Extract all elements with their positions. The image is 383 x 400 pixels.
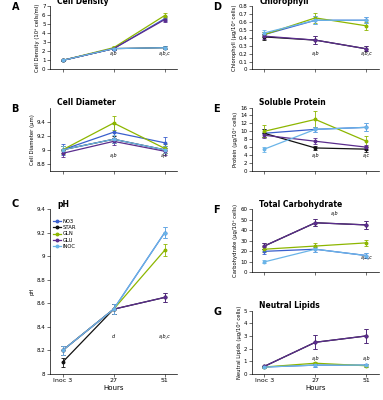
Y-axis label: Protein (μg/10⁶ cells): Protein (μg/10⁶ cells) <box>233 112 238 167</box>
Text: a,b,c: a,b,c <box>159 334 170 339</box>
Y-axis label: Chlorophyll (μg/10⁶ cells): Chlorophyll (μg/10⁶ cells) <box>231 4 237 71</box>
Text: Chlorophyll: Chlorophyll <box>259 0 309 6</box>
Text: d: d <box>112 334 115 339</box>
X-axis label: Hours: Hours <box>103 384 124 390</box>
Y-axis label: Cell Density (10⁶ cells/ml): Cell Density (10⁶ cells/ml) <box>35 4 40 72</box>
Text: E: E <box>213 104 220 114</box>
Text: a,b: a,b <box>331 211 338 216</box>
Legend: NO3, STAR, GLN, GLU, INOC: NO3, STAR, GLN, GLU, INOC <box>52 218 77 250</box>
Text: D: D <box>213 2 221 12</box>
Text: a,b: a,b <box>311 356 319 361</box>
Text: a,c: a,c <box>363 153 370 158</box>
Text: Cell Density: Cell Density <box>57 0 109 6</box>
Text: C: C <box>11 199 19 209</box>
Text: Soluble Protein: Soluble Protein <box>259 98 326 108</box>
Text: pH: pH <box>57 200 69 209</box>
Y-axis label: Neutral Lipids (μg/10⁶ cells): Neutral Lipids (μg/10⁶ cells) <box>237 306 242 379</box>
Text: a,b,c: a,b,c <box>360 254 372 260</box>
Text: a,c: a,c <box>161 153 168 158</box>
Text: Cell Diameter: Cell Diameter <box>57 98 116 108</box>
Text: B: B <box>11 104 19 114</box>
Text: a,b: a,b <box>311 52 319 56</box>
Text: a,b: a,b <box>363 356 370 361</box>
Y-axis label: pH: pH <box>30 288 35 295</box>
Text: A: A <box>11 2 19 12</box>
Text: a,b: a,b <box>311 153 319 158</box>
Text: a,b: a,b <box>110 153 118 158</box>
Text: a,b,c: a,b,c <box>360 52 372 56</box>
Text: F: F <box>213 205 220 215</box>
Text: a,b: a,b <box>110 52 118 56</box>
Text: Total Carbohydrate: Total Carbohydrate <box>259 200 342 209</box>
Y-axis label: Cell Diameter (μm): Cell Diameter (μm) <box>30 114 35 165</box>
Y-axis label: Carbohydrate (μg/10⁶ cells): Carbohydrate (μg/10⁶ cells) <box>233 204 238 277</box>
X-axis label: Hours: Hours <box>305 384 326 390</box>
Text: G: G <box>213 307 221 317</box>
Text: a,b,c: a,b,c <box>159 52 170 56</box>
Text: Neutral Lipids: Neutral Lipids <box>259 302 320 310</box>
